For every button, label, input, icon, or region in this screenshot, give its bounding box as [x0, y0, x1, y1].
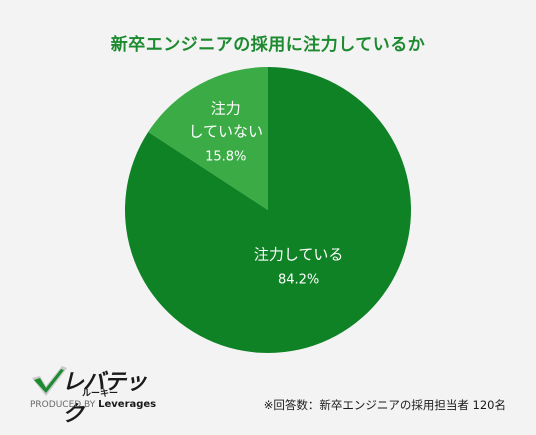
produced-by-text: PRODUCED BY [30, 400, 96, 410]
pie-slice-1 [148, 67, 268, 210]
checkmark-icon [32, 366, 67, 396]
slice-label-1-line-1: していない [188, 123, 263, 141]
logo-name: レバテック [62, 370, 147, 427]
logo-produced-by: PRODUCED BY Leverages [30, 399, 156, 410]
logo-subtitle: ルーキー [82, 389, 119, 399]
slice-value-0: 84.2% [278, 273, 319, 288]
brand-logo: レバテック ルーキー PRODUCED BY Leverages [30, 362, 160, 427]
logo-brand: Leverages [98, 399, 157, 410]
chart-title: 新卒エンジニアの採用に注力しているか [110, 35, 426, 55]
slice-label-0-line-0: 注力している [254, 246, 344, 264]
slice-value-1: 15.8% [205, 150, 246, 165]
response-count-note: ※回答数：新卒エンジニアの採用担当者 120名 [263, 398, 506, 412]
slice-label-1-line-0: 注力 [211, 100, 241, 118]
